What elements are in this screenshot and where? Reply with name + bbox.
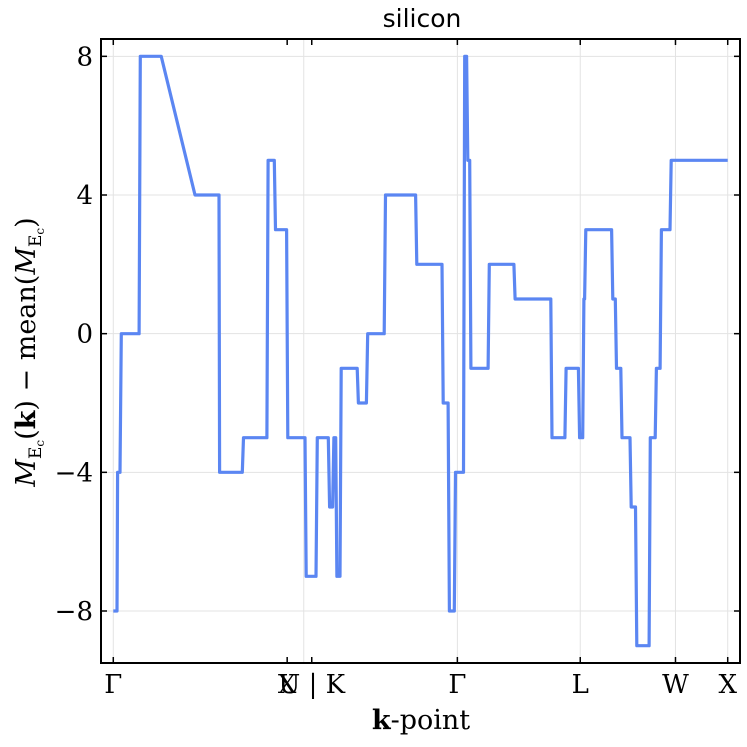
x-tick-label: X [718, 670, 737, 700]
x-axis-label-bold: k [372, 705, 392, 736]
x-tick-label: Γ [104, 670, 122, 700]
plot-frame [100, 38, 741, 664]
y-label-m: M [11, 458, 42, 488]
x-tick-label: X [278, 670, 297, 700]
x-axis-label: k-point [372, 705, 470, 736]
y-label-m2: M [11, 246, 42, 276]
y-label-sub2: E [26, 235, 46, 247]
y-tick-label: 4 [76, 181, 93, 211]
y-label-mean: − mean( [11, 275, 42, 400]
y-tick-label: 0 [76, 320, 93, 350]
chart-title: silicon [383, 4, 462, 33]
x-axis-label-rest: -point [391, 705, 471, 736]
y-label-subsub: c [33, 440, 47, 447]
y-tick-label: 8 [76, 42, 93, 72]
axis-ticks [101, 39, 740, 663]
x-tick-label: U | K [278, 670, 345, 700]
x-tick-label: L [572, 670, 589, 700]
series-line-silicon [113, 54, 728, 648]
y-label-k: k [11, 409, 42, 429]
y-label-close: ) [11, 217, 42, 228]
y-label-subsub2: c [33, 228, 47, 235]
x-tick-label: Γ [448, 670, 466, 700]
y-label-mid: ) [11, 400, 42, 411]
series-group [113, 54, 728, 648]
y-axis-label: MEc(k) − mean(MEc) [11, 217, 47, 487]
y-tick-label: −8 [55, 597, 93, 627]
y-label-sub: E [26, 447, 46, 459]
grid-lines [101, 39, 740, 663]
y-label-open: ( [11, 429, 42, 440]
y-tick-label: −4 [55, 458, 93, 488]
x-tick-label: W [662, 670, 689, 700]
